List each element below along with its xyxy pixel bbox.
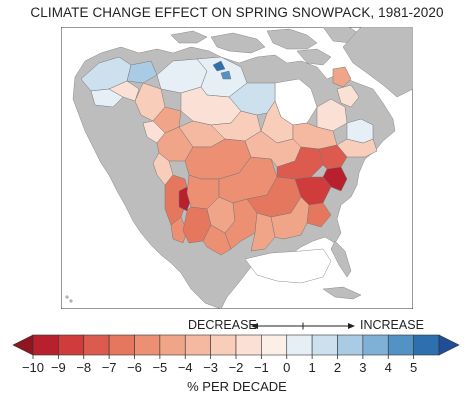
legend-tick-label: 5	[410, 360, 417, 375]
legend-swatch	[210, 334, 237, 356]
legend-tick-label: −5	[152, 360, 167, 375]
color-legend: −10 −9 −8 −7 −6 −5 −4 −3 −2 −1 0 1 2 3 4 5	[12, 334, 460, 375]
legend-min-arrow	[12, 334, 34, 356]
legend-swatch	[32, 334, 59, 356]
legend-swatch	[387, 334, 414, 356]
legend-swatch	[286, 334, 313, 356]
legend-swatch	[337, 334, 364, 356]
legend-tick-label: −8	[76, 360, 91, 375]
legend-tick-label: −4	[178, 360, 193, 375]
legend-swatch	[235, 334, 262, 356]
legend-swatch	[108, 334, 135, 356]
legend-tick-label: 3	[359, 360, 366, 375]
legend-tick-label: −7	[102, 360, 117, 375]
legend-tick-label: 2	[334, 360, 341, 375]
map-title: CLIMATE CHANGE EFFECT ON SPRING SNOWPACK…	[30, 5, 444, 20]
legend-tick-label: 1	[309, 360, 316, 375]
legend-swatch	[311, 334, 338, 356]
legend-tick-label: −9	[51, 360, 66, 375]
legend-unit-label: % PER DECADE	[187, 379, 287, 394]
legend-swatch	[261, 334, 288, 356]
legend-swatch	[413, 334, 440, 356]
increase-label: INCREASE	[360, 318, 424, 332]
legend-tick-label: −6	[127, 360, 142, 375]
gulf-of-mexico	[244, 248, 332, 284]
legend-swatch	[134, 334, 161, 356]
legend-swatch	[184, 334, 211, 356]
basins	[80, 56, 378, 256]
legend-max-arrow	[438, 334, 460, 356]
legend-tick-label: −1	[254, 360, 269, 375]
legend-swatch	[58, 334, 85, 356]
legend-tick-label: 0	[283, 360, 290, 375]
legend-tick-label: −2	[229, 360, 244, 375]
legend-swatch	[159, 334, 186, 356]
legend-swatch	[83, 334, 110, 356]
legend-tick-label: −10	[22, 360, 44, 375]
snowpack-map	[61, 27, 413, 309]
legend-tick-label: 4	[385, 360, 392, 375]
direction-arrow-icon	[251, 322, 355, 330]
decrease-label: DECREASE	[188, 318, 257, 332]
legend-tick-label: −3	[203, 360, 218, 375]
legend-swatch	[362, 334, 389, 356]
